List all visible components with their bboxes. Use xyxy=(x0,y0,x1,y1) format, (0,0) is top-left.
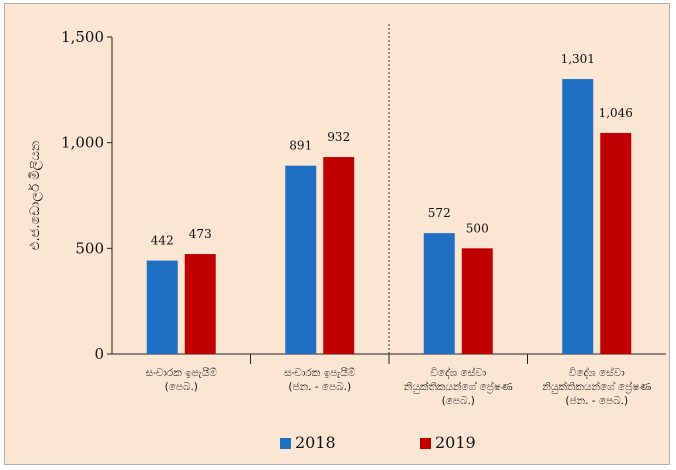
bar-2019 xyxy=(600,132,632,354)
x-category-label: සංචාරක ඉපැයීම් xyxy=(146,367,218,379)
data-label: 932 xyxy=(327,130,350,144)
x-category-label: නියුක්තිකයන්ගේ ප්‍රේෂණ xyxy=(542,379,651,394)
data-label: 1,046 xyxy=(599,106,633,120)
bar-2018 xyxy=(146,260,178,354)
data-label: 500 xyxy=(466,221,489,235)
bar-2019 xyxy=(323,157,355,354)
x-category-label: සංචාරක ඉපැයීම් xyxy=(284,367,356,379)
x-category-label: නියුක්තිකයන්ගේ ප්‍රේෂණ xyxy=(404,379,513,394)
legend-swatch-2019 xyxy=(420,438,431,449)
x-category-label: (පෙබ.) xyxy=(442,395,475,407)
data-label: 1,301 xyxy=(561,52,595,66)
bar-2018 xyxy=(285,165,317,354)
data-label: 473 xyxy=(189,227,212,241)
data-label: 442 xyxy=(151,234,174,248)
y-tick-label: 500 xyxy=(75,239,104,257)
bar-2018 xyxy=(423,233,455,354)
data-label: 891 xyxy=(289,139,312,153)
x-category-label: විදේශ සේවා xyxy=(430,365,486,379)
data-label: 572 xyxy=(428,206,451,220)
legend-swatch-2018 xyxy=(280,438,291,449)
bar-2019 xyxy=(461,248,493,354)
bar-2018 xyxy=(562,79,594,355)
y-tick-label: 0 xyxy=(94,345,104,363)
x-category-label: විදේශ සේවා xyxy=(569,365,625,379)
x-category-label: (පෙබ.) xyxy=(165,381,198,393)
y-tick-label: 1,500 xyxy=(61,28,104,46)
y-tick-label: 1,000 xyxy=(61,134,104,152)
legend-label-2018: 2018 xyxy=(295,433,336,452)
bar-2019 xyxy=(184,254,216,354)
y-axis-title: එ.ජ.ඩොලර් මිලියන xyxy=(27,140,43,250)
legend-label-2019: 2019 xyxy=(435,433,476,452)
x-category-label: (ජන. - පෙබ.) xyxy=(565,395,628,407)
x-category-label: (ජන. - පෙබ.) xyxy=(288,381,351,393)
